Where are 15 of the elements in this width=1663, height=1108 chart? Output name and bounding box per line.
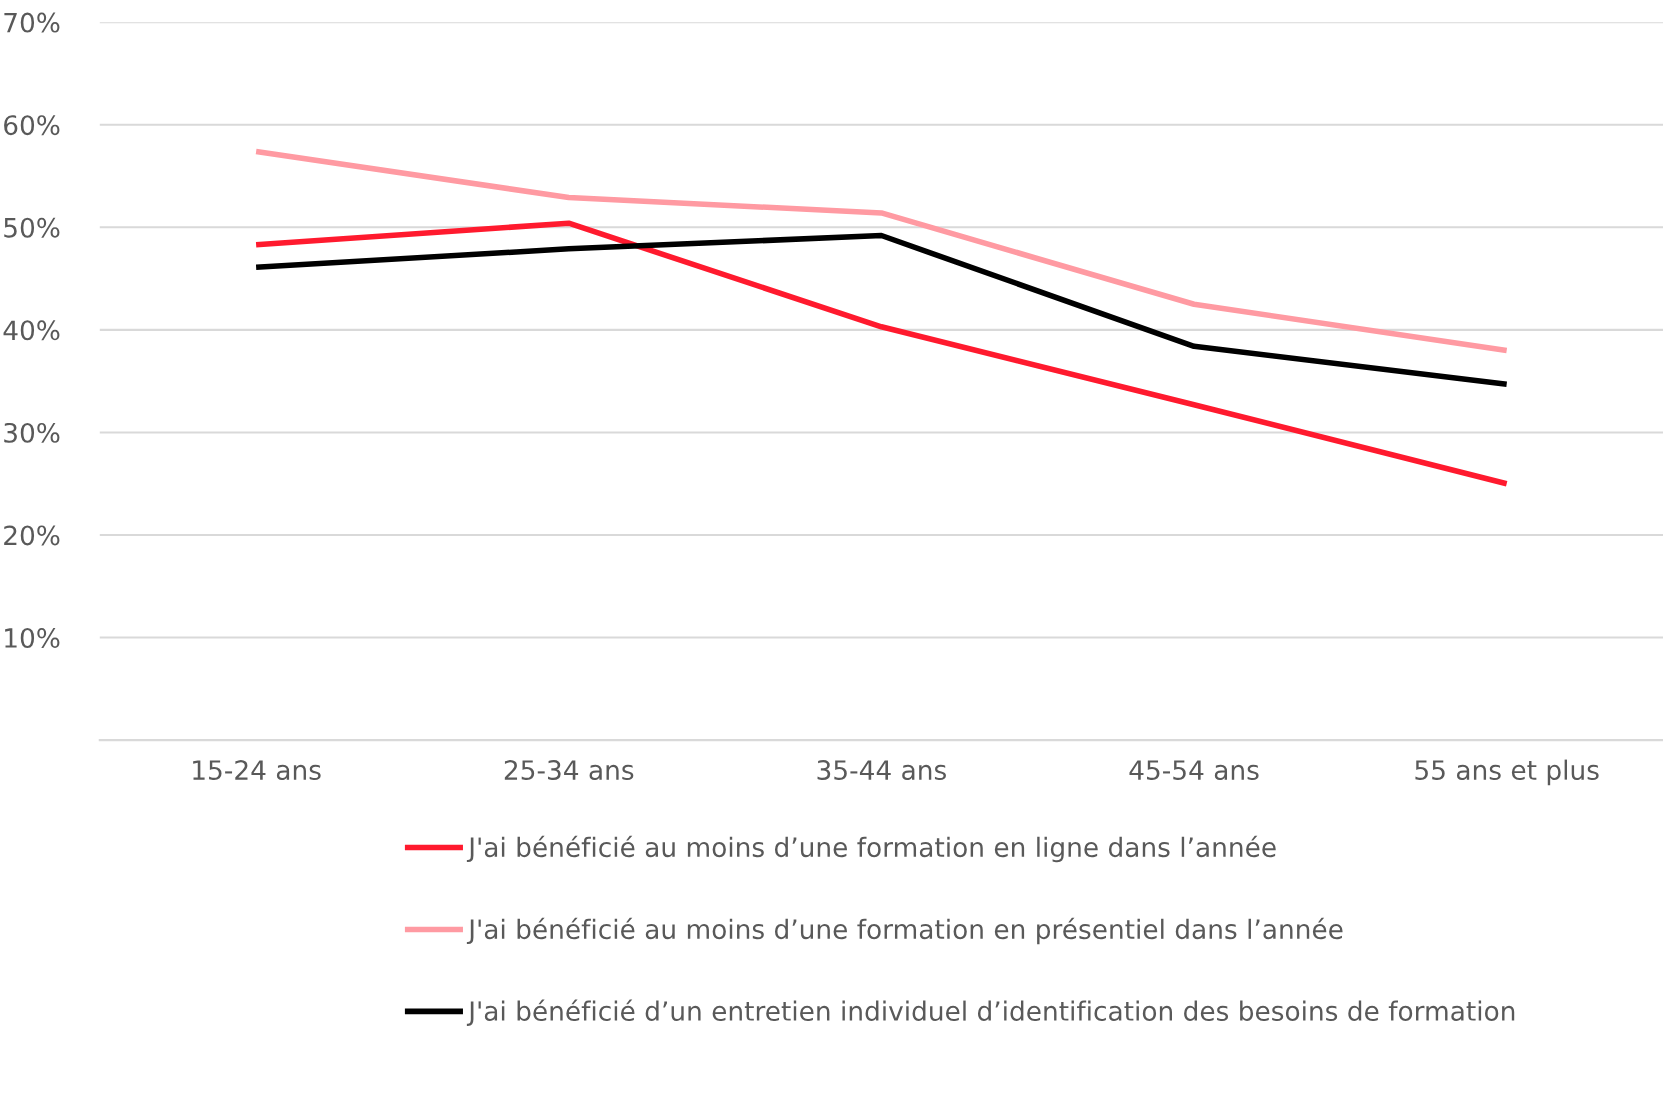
x-tick-label: 15-24 ans [193, 760, 321, 781]
y-tick-label: 20% [4, 525, 60, 546]
y-tick-label: 70% [4, 12, 60, 33]
y-tick-label: 40% [3, 320, 60, 341]
legend-label: J'ai bénéficié au moins d’une formation en présentiel dans l’année [466, 917, 1343, 945]
y-tick-label: 10% [5, 628, 60, 648]
y-tick-label: 50% [4, 217, 60, 238]
x-tick-label: 55 ans et plus [1415, 759, 1599, 786]
x-tick-label: 25-34 ans [504, 760, 634, 781]
legend-label: J'ai bénéficié d’un entretien individuel d’identification des besoins de formation [466, 999, 1515, 1026]
y-tick-label: 60% [4, 115, 60, 136]
x-tick-label: 45-54 ans [1129, 760, 1259, 781]
legend-label: J'ai bénéficié au moins d’une formation en ligne dans l’année [466, 835, 1276, 863]
x-tick-label: 35-44 ans [817, 760, 946, 781]
y-tick-label: 30% [4, 422, 60, 443]
